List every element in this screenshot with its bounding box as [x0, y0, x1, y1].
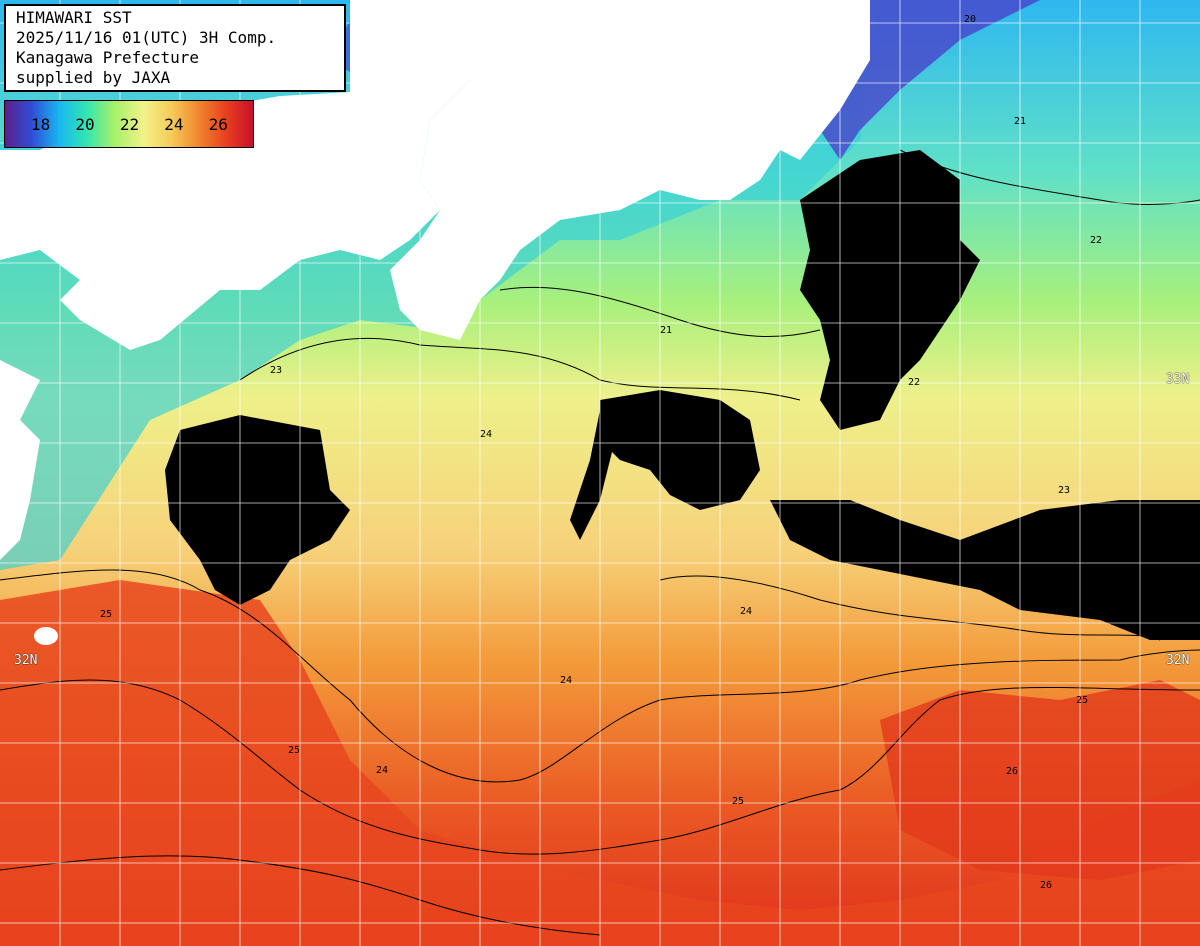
lat-label-south-east: 32N	[1166, 653, 1190, 668]
isotherm-label: 23	[270, 365, 282, 376]
scale-label: 22	[119, 114, 140, 134]
isotherm-label: 26	[1040, 880, 1052, 891]
isotherm-24	[0, 569, 1200, 783]
scale-label: 20	[75, 114, 95, 134]
isotherm-label: 25	[288, 745, 300, 756]
isotherm-label: 24	[740, 606, 752, 617]
info-line-datetime: 2025/11/16 01(UTC) 3H Comp.	[16, 28, 277, 47]
isotherm-23	[239, 337, 801, 401]
isotherm-label: 25	[732, 796, 744, 807]
scale-label: 18	[31, 114, 51, 134]
isotherm-label: 20	[964, 14, 976, 25]
land-kii-peninsula	[390, 0, 870, 340]
isotherm-26	[0, 855, 601, 936]
temperature-color-scale: 18 20 22 24 26	[4, 100, 254, 148]
isotherm-label: 24	[480, 429, 492, 440]
isotherm-label: 24	[376, 765, 388, 776]
isotherm-label: 24	[560, 675, 572, 686]
isotherm-labels: 24 24 24 24 25 25 25 25 26 26 23 23 22 2…	[100, 14, 1102, 891]
isotherm-label: 22	[1090, 235, 1102, 246]
isotherm-label: 22	[908, 377, 920, 388]
scale-label: 24	[164, 114, 184, 134]
isotherm-label: 23	[1058, 485, 1070, 496]
land-small-island	[34, 627, 58, 645]
info-line-product: HIMAWARI SST	[16, 8, 132, 27]
isotherm-label: 26	[1006, 766, 1018, 777]
cloud-mask-east	[770, 500, 1200, 640]
cloud-mask-northeast	[800, 150, 980, 430]
isotherm-21	[499, 286, 821, 338]
land-kyushu	[0, 360, 40, 560]
info-line-region: Kanagawa Prefecture	[16, 48, 200, 67]
scale-label: 26	[208, 114, 228, 134]
isotherm-contours	[0, 149, 1200, 936]
isotherm-label: 25	[100, 609, 112, 620]
lat-label-south-west: 32N	[14, 653, 38, 668]
isotherm-label: 21	[660, 325, 672, 336]
cloud-mask-central-streak	[570, 410, 620, 540]
isotherm-label: 21	[1014, 116, 1026, 127]
isotherm-label: 25	[1076, 695, 1088, 706]
info-line-credit: supplied by JAXA	[16, 68, 171, 87]
cloud-mask-west	[165, 415, 350, 605]
cold-coastal-water-east	[820, 0, 1040, 160]
isotherm-24-inner	[659, 575, 1161, 641]
isotherm-25	[0, 679, 1200, 855]
isotherm-22	[899, 149, 1200, 205]
info-box: HIMAWARI SST 2025/11/16 01(UTC) 3H Comp.…	[4, 4, 346, 92]
lat-label-north-east: 33N	[1166, 372, 1190, 387]
